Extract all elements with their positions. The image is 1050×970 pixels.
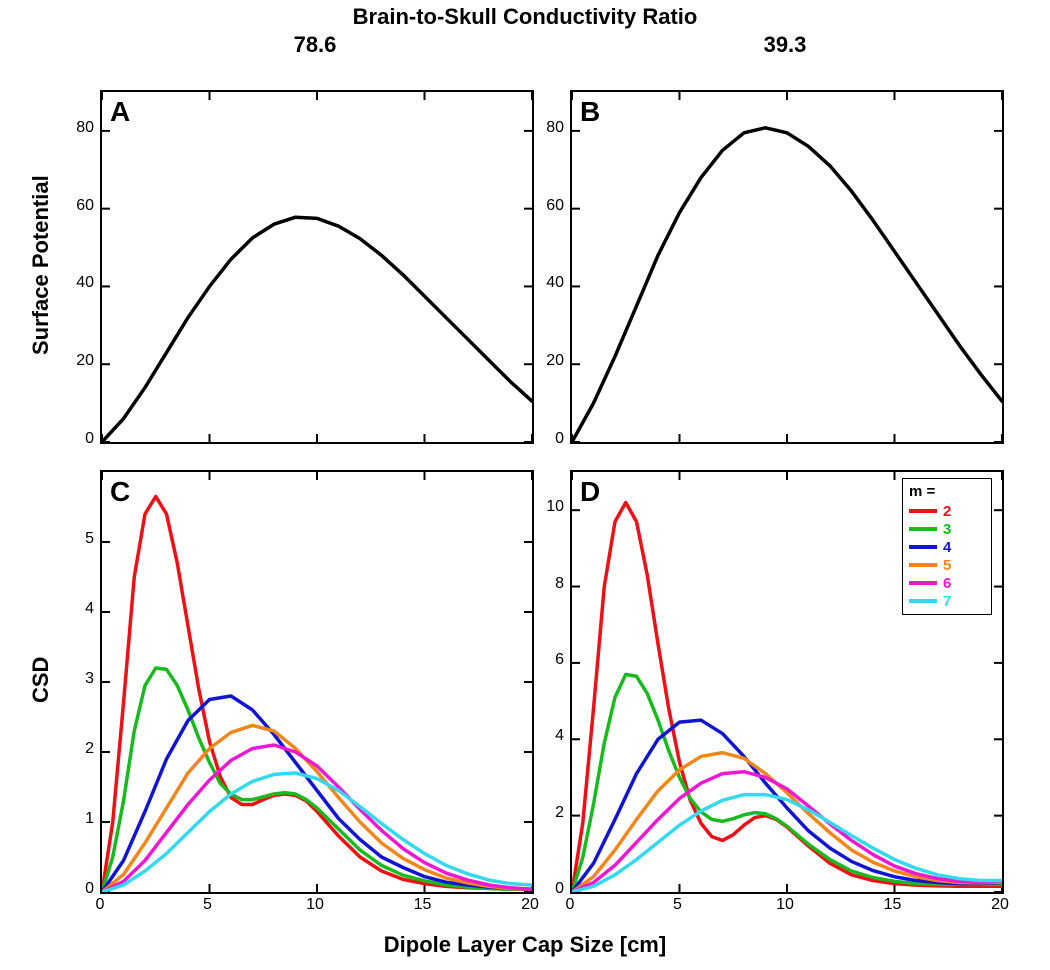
column-title-1: 39.3 (685, 32, 885, 58)
xtick-C-0: 0 (80, 896, 120, 914)
ytick-C-2: 2 (58, 740, 94, 758)
legend-label-7: 7 (943, 593, 951, 610)
figure: Brain-to-Skull Conductivity Ratio78.6 39.… (0, 0, 1050, 970)
legend-swatch-7 (909, 599, 937, 603)
legend-label-5: 5 (943, 557, 951, 574)
legend-label-3: 3 (943, 521, 951, 538)
ytick-A-20: 20 (58, 352, 94, 370)
main-title: Brain-to-Skull Conductivity Ratio (0, 4, 1050, 30)
ylabel-csd: CSD (28, 630, 54, 730)
xtick-C-10: 10 (295, 896, 335, 914)
legend-swatch-2 (909, 509, 937, 513)
legend-label-4: 4 (943, 539, 951, 556)
legend-label-2: 2 (943, 503, 951, 520)
xtick-D-15: 15 (873, 896, 913, 914)
ytick-D-10: 10 (528, 498, 564, 516)
xtick-D-0: 0 (550, 896, 590, 914)
xtick-D-20: 20 (980, 896, 1020, 914)
ytick-B-0: 0 (528, 430, 564, 448)
column-title-0: 78.6 (215, 32, 415, 58)
ytick-D-4: 4 (528, 727, 564, 745)
panel-A (100, 90, 534, 444)
xtick-C-15: 15 (403, 896, 443, 914)
ytick-A-80: 80 (58, 119, 94, 137)
ytick-D-6: 6 (528, 651, 564, 669)
xtick-C-20: 20 (510, 896, 550, 914)
xtick-D-10: 10 (765, 896, 805, 914)
ytick-B-60: 60 (528, 197, 564, 215)
panel-label-A: A (110, 96, 130, 128)
series-C-m6 (102, 745, 532, 892)
plot-svg-A (102, 92, 532, 442)
legend-item-7: 7 (909, 592, 985, 610)
ytick-C-1: 1 (58, 810, 94, 828)
ytick-A-60: 60 (58, 197, 94, 215)
plot-svg-C (102, 472, 532, 892)
xtick-C-5: 5 (188, 896, 228, 914)
series-A-surface-potential-786 (102, 217, 532, 442)
ytick-D-2: 2 (528, 804, 564, 822)
series-C-m4 (102, 696, 532, 892)
ytick-B-40: 40 (528, 274, 564, 292)
legend-item-4: 4 (909, 538, 985, 556)
legend-item-2: 2 (909, 502, 985, 520)
ytick-C-5: 5 (58, 530, 94, 548)
panel-B (570, 90, 1004, 444)
plot-svg-B (572, 92, 1002, 442)
ytick-A-0: 0 (58, 430, 94, 448)
ytick-B-80: 80 (528, 119, 564, 137)
legend-item-6: 6 (909, 574, 985, 592)
legend-swatch-5 (909, 563, 937, 567)
panel-C (100, 470, 534, 894)
ytick-A-40: 40 (58, 274, 94, 292)
legend-label-6: 6 (943, 575, 951, 592)
legend-swatch-4 (909, 545, 937, 549)
panel-label-C: C (110, 476, 130, 508)
series-B-surface-potential-393 (572, 128, 1002, 442)
ytick-C-4: 4 (58, 600, 94, 618)
ytick-C-3: 3 (58, 670, 94, 688)
ylabel-surface-potential: Surface Potential (28, 155, 54, 375)
legend: m = 234567 (902, 478, 992, 615)
panel-label-B: B (580, 96, 600, 128)
legend-item-3: 3 (909, 520, 985, 538)
legend-item-5: 5 (909, 556, 985, 574)
legend-swatch-3 (909, 527, 937, 531)
xlabel: Dipole Layer Cap Size [cm] (0, 932, 1050, 958)
legend-swatch-6 (909, 581, 937, 585)
series-D-m4 (572, 720, 1002, 892)
panel-label-D: D (580, 476, 600, 508)
ytick-B-20: 20 (528, 352, 564, 370)
xtick-D-5: 5 (658, 896, 698, 914)
ytick-D-8: 8 (528, 575, 564, 593)
legend-title: m = (909, 483, 985, 500)
